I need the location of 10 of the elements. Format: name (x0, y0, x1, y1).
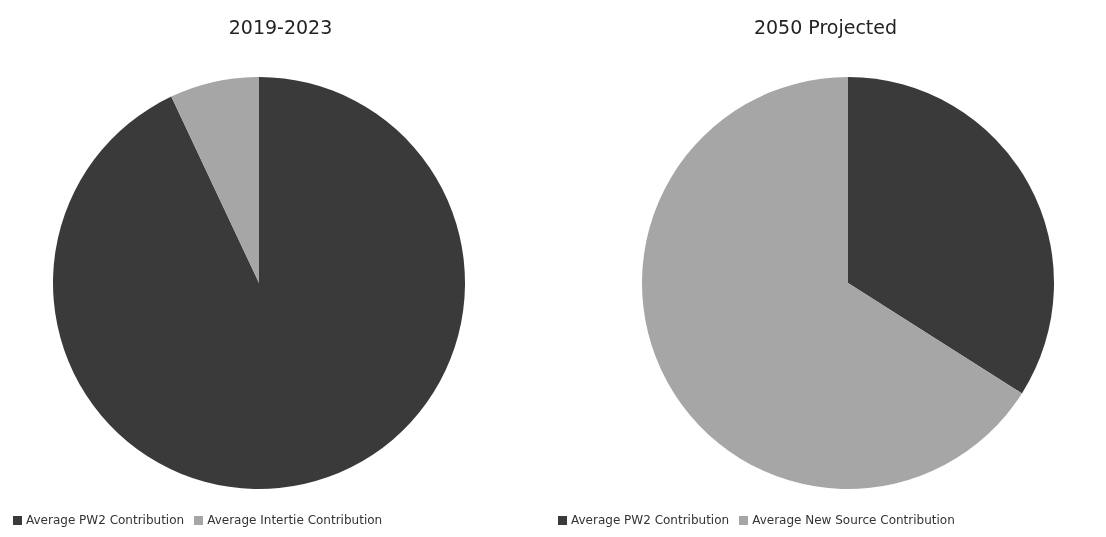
chart-title: 2019-2023 (227, 15, 334, 40)
pie-slice (53, 77, 465, 489)
legend-label: Average Intertie Contribution (207, 513, 383, 527)
pie-slice (171, 77, 259, 283)
legend-label: Average PW2 Contribution (571, 513, 730, 527)
pie-slice (642, 77, 1022, 489)
legend-label: Average New Source Contribution (752, 513, 955, 527)
chart-title: 2050 Projected (752, 15, 899, 40)
legend-label: Average PW2 Contribution (26, 513, 185, 527)
pie-slice (848, 77, 1054, 394)
